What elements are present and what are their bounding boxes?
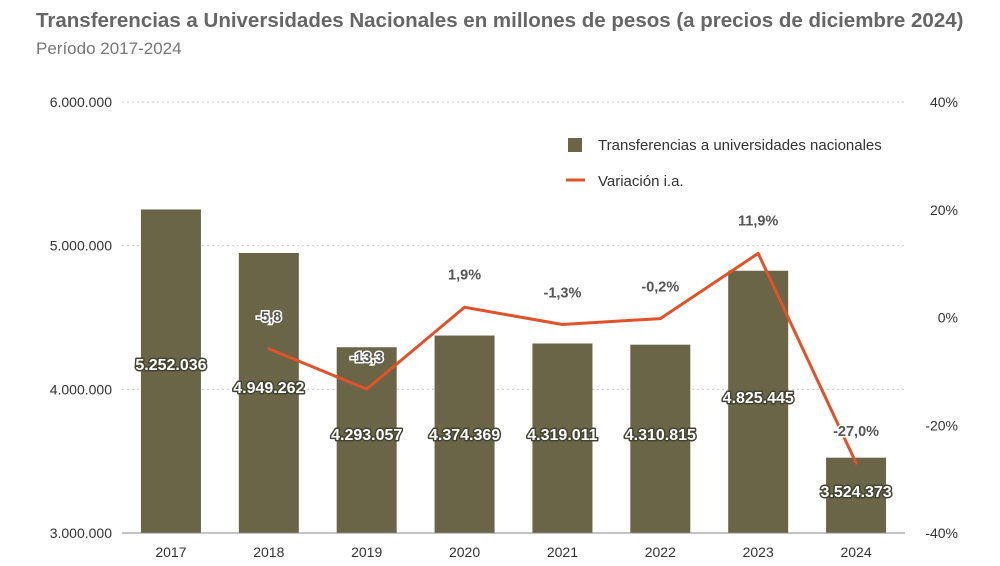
chart-title: Transferencias a Universidades Nacionale… (36, 9, 964, 32)
bar (336, 347, 397, 533)
variation-value-label: -0,2% (641, 280, 679, 296)
data-labels: 5.252.036 4.949.262 4.293.057 4.374.369 4.31… (134, 212, 893, 503)
y-left-tick-label: 3.000.000 (50, 525, 112, 541)
y-right-tick-label: 20% (930, 202, 958, 218)
bar-value-label: 4.949.262 (233, 380, 304, 397)
bar-value-label: 4.293.057 (331, 427, 402, 444)
variation-value-label: 11,9% (738, 213, 778, 229)
bar-value-label: 4.319.011 (527, 427, 597, 444)
y-right-tick-label: -20% (925, 417, 958, 433)
legend-label-bars: Transferencias a universidades nacionale… (598, 137, 882, 154)
y-right-tick-label: 40% (930, 94, 958, 110)
y-left-tick-label: 5.000.000 (50, 238, 112, 254)
x-tick-label: 2021 (547, 544, 578, 560)
variation-value-label: -13,3 (350, 350, 383, 366)
x-tick-label: 2018 (253, 544, 284, 560)
variation-value-label: -1,3% (543, 286, 581, 302)
legend: Transferencias a universidades nacionale… (566, 137, 882, 190)
variation-line-group (267, 251, 858, 465)
bar (434, 335, 495, 533)
bar (532, 343, 593, 533)
bar (630, 344, 691, 533)
axes: 3.000.000 4.000.000 5.000.000 6.000.000 -40%… (50, 94, 958, 560)
variation-value-label: -5,8 (256, 310, 281, 326)
bar-value-label: 5.252.036 (135, 357, 206, 374)
chart-subtitle: Período 2017-2024 (36, 39, 182, 58)
x-tick-label: 2017 (155, 544, 186, 560)
bar-value-label: 3.524.373 (820, 484, 891, 501)
variation-value-label: -27,0% (833, 424, 879, 440)
bar-value-label: 4.310.815 (625, 427, 696, 444)
variation-line (267, 251, 858, 465)
bar-value-label: 4.825.445 (723, 390, 794, 407)
bar (238, 252, 299, 533)
y-right-tick-label: 0% (938, 310, 958, 326)
bar-value-label: 4.374.369 (429, 427, 500, 444)
x-tick-label: 2020 (449, 544, 480, 560)
bars (140, 209, 887, 533)
bar (140, 209, 201, 533)
bar (728, 270, 789, 533)
x-tick-label: 2019 (351, 544, 382, 560)
variation-value-label: 1,9% (448, 267, 481, 283)
bar (826, 457, 887, 533)
legend-swatch-bars (568, 138, 582, 152)
y-right-tick-label: -40% (925, 525, 958, 541)
y-left-tick-label: 4.000.000 (50, 381, 112, 397)
x-tick-label: 2023 (743, 544, 774, 560)
y-left-tick-label: 6.000.000 (50, 94, 112, 110)
legend-label-line: Variación i.a. (598, 173, 684, 190)
x-tick-label: 2022 (645, 544, 676, 560)
x-tick-label: 2024 (840, 544, 871, 560)
